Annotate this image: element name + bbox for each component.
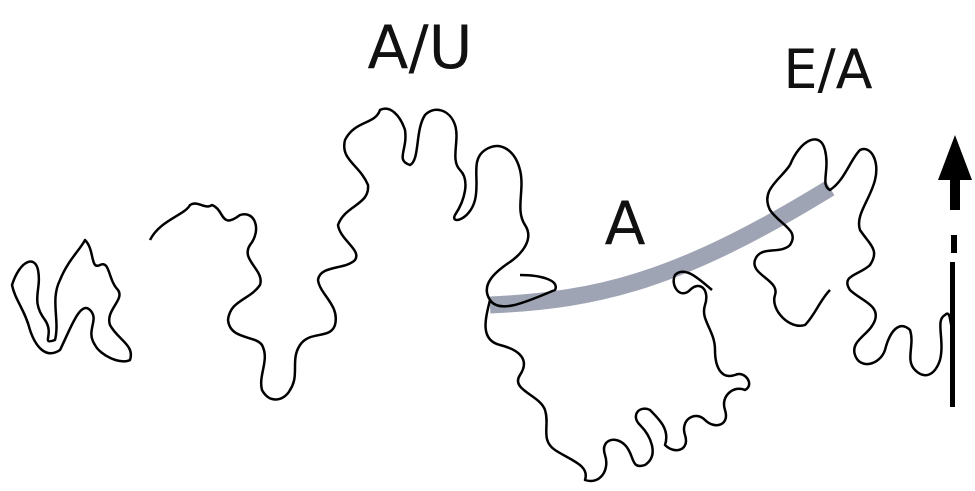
- diagram: A/U E/A A: [0, 0, 975, 491]
- saddle-band: [490, 188, 830, 305]
- suture-line: [12, 109, 952, 481]
- label-au: A/U: [367, 13, 472, 83]
- direction-arrow: [938, 135, 972, 407]
- label-ea: E/A: [783, 38, 872, 101]
- page: {"labels": {"left": "A/U", "middle": "A"…: [0, 0, 975, 491]
- label-a: A: [604, 189, 645, 259]
